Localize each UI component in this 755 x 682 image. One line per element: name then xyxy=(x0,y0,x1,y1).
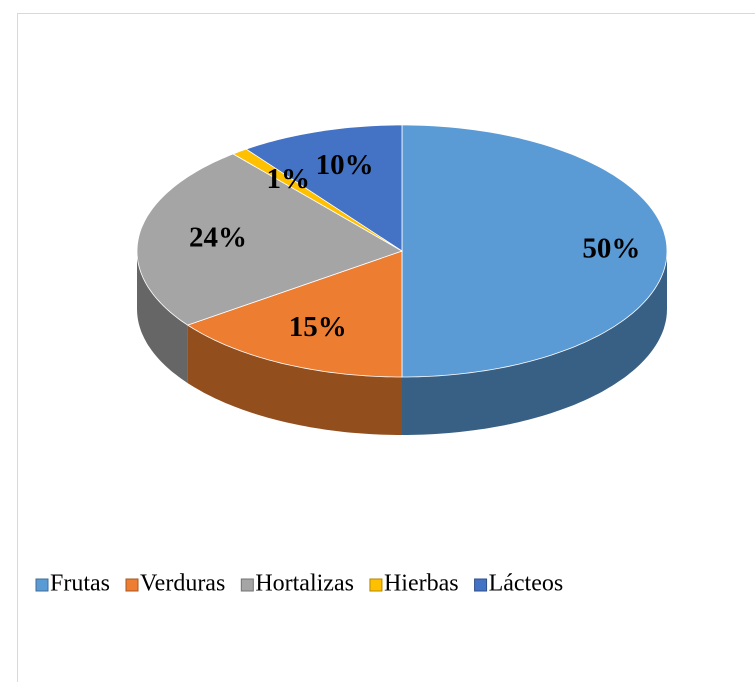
pie-slice xyxy=(401,124,668,378)
legend-swatch xyxy=(35,578,49,592)
pie-slice xyxy=(136,153,403,326)
legend-swatch xyxy=(474,578,488,592)
legend-swatch xyxy=(369,578,383,592)
legend-label: Hierbas xyxy=(384,571,459,597)
pie-side xyxy=(187,325,402,435)
pie-side xyxy=(402,251,667,435)
legend-label: Verduras xyxy=(140,571,225,597)
pie-slice xyxy=(245,124,403,252)
data-label: 24% xyxy=(189,222,247,254)
legend-label: Lácteos xyxy=(489,571,564,597)
legend-label: Hortalizas xyxy=(255,571,354,597)
legend-swatch xyxy=(240,578,254,592)
pie-side xyxy=(137,251,188,384)
data-label: 1% xyxy=(267,163,311,195)
legend-label: Frutas xyxy=(50,571,110,597)
data-label: 15% xyxy=(289,311,347,343)
pie-slice xyxy=(186,250,403,378)
data-label: 10% xyxy=(316,149,374,181)
legend-swatch xyxy=(125,578,139,592)
data-label: 50% xyxy=(582,233,640,265)
